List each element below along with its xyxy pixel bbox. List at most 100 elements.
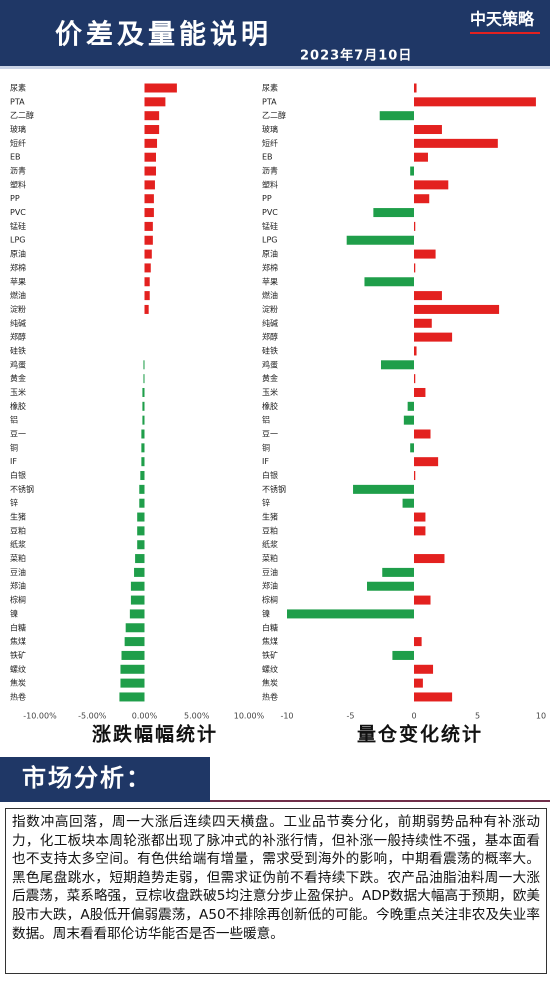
category-label: 白银 <box>10 470 26 480</box>
category-label: 生猪 <box>262 512 278 522</box>
bar <box>144 221 153 231</box>
category-label: 沥青 <box>10 166 26 176</box>
category-label: 郑醇 <box>262 332 278 342</box>
bar <box>137 526 145 536</box>
category-label: IF <box>10 457 17 466</box>
bar <box>414 221 416 231</box>
category-label: 玉米 <box>10 387 26 397</box>
bar <box>144 291 150 301</box>
category-label: 螺纹 <box>262 664 278 674</box>
category-label: 热卷 <box>262 691 278 701</box>
category-label: 白银 <box>262 470 278 480</box>
chart-title: 涨跌幅幅统计 <box>92 723 218 746</box>
bar <box>414 346 417 356</box>
category-label: LPG <box>10 236 25 245</box>
bar <box>143 360 145 370</box>
category-label: 锌 <box>10 498 18 508</box>
category-label: EB <box>10 153 21 162</box>
category-label: 铁矿 <box>262 650 278 660</box>
category-label: 原油 <box>10 249 26 259</box>
category-label: 塑料 <box>10 179 26 189</box>
category-label: EB <box>262 153 273 162</box>
bar <box>414 526 426 536</box>
bar <box>414 194 430 204</box>
category-label: 豆粕 <box>262 525 278 535</box>
bar <box>414 97 536 107</box>
x-tick-label: 10.00% <box>234 712 265 721</box>
bar <box>380 360 414 370</box>
category-label: 螺纹 <box>10 664 26 674</box>
bar <box>346 235 414 245</box>
header-date: 2023年7月10日 <box>300 48 412 64</box>
bar <box>410 443 414 453</box>
category-label: PTA <box>10 97 25 106</box>
category-label: 郑油 <box>262 581 278 591</box>
bar <box>141 443 145 453</box>
bar <box>141 457 145 467</box>
analysis-text: 指数冲高回落，周一大涨后连续四天横盘。工业品节奏分化，前期弱势品种有补涨动力，化… <box>5 808 547 974</box>
analysis-heading: 市场分析： <box>22 764 152 792</box>
chart-title: 量仓变化统计 <box>357 723 483 746</box>
category-label: 棕榈 <box>262 595 278 605</box>
bar <box>144 277 150 287</box>
category-label: 乙二醇 <box>10 110 34 120</box>
bar <box>142 415 145 425</box>
bar <box>414 429 431 439</box>
bar <box>142 387 145 397</box>
bar <box>144 180 155 190</box>
bar <box>124 637 145 647</box>
bar <box>414 304 500 314</box>
logo: 中天策略 <box>470 10 535 29</box>
category-label: 短纤 <box>262 138 278 148</box>
category-label: LPG <box>262 236 277 245</box>
category-label: 纯碱 <box>262 318 278 328</box>
category-label: 棕榈 <box>10 595 26 605</box>
category-label: 尿素 <box>262 83 278 93</box>
category-label: 铜 <box>10 442 18 452</box>
bar <box>367 581 414 591</box>
category-label: 白糖 <box>262 622 278 632</box>
x-tick-label: -10 <box>280 712 293 721</box>
category-label: 燃油 <box>10 290 26 300</box>
category-label: 燃油 <box>262 290 278 300</box>
bar <box>373 208 414 218</box>
bar <box>137 540 145 550</box>
category-label: 鸡蛋 <box>262 359 278 369</box>
category-label: 白糖 <box>10 622 26 632</box>
bar <box>414 692 453 702</box>
bar <box>414 678 423 688</box>
bar <box>141 429 145 439</box>
category-label: 塑料 <box>262 179 278 189</box>
category-label: 镍 <box>10 608 18 618</box>
bar <box>364 277 414 287</box>
category-label: PP <box>10 194 20 203</box>
bar <box>414 595 431 605</box>
bar <box>144 138 158 148</box>
x-tick-label: 10 <box>536 712 546 721</box>
bar <box>414 263 416 273</box>
category-label: 焦炭 <box>10 678 26 688</box>
x-tick-label: 5.00% <box>184 712 210 721</box>
x-tick-label: -10.00% <box>23 712 57 721</box>
category-label: 锰硅 <box>262 221 278 231</box>
bar <box>144 194 154 204</box>
bar <box>144 249 152 259</box>
bar <box>139 498 145 508</box>
category-label: 沥青 <box>262 166 278 176</box>
bar <box>414 512 426 522</box>
bar <box>414 180 449 190</box>
bar <box>144 97 166 107</box>
category-label: 铝 <box>262 415 270 425</box>
category-label: 铜 <box>262 442 270 452</box>
category-label: 豆油 <box>10 567 26 577</box>
bar <box>414 637 422 647</box>
x-tick-label: 5 <box>475 712 480 721</box>
bar <box>120 678 145 688</box>
category-label: 纯碱 <box>10 318 26 328</box>
category-label: 淀粉 <box>262 304 278 314</box>
bar <box>139 484 145 494</box>
category-label: 焦煤 <box>262 636 278 646</box>
category-label: 豆一 <box>10 430 26 439</box>
bar <box>135 554 145 564</box>
bar <box>414 83 417 93</box>
